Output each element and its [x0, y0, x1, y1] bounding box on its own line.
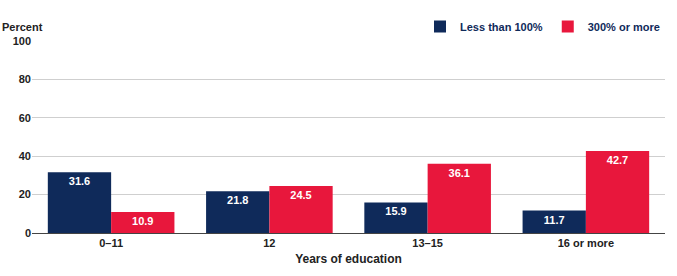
svg-text:Percent: Percent: [2, 21, 43, 33]
svg-text:42.7: 42.7: [607, 154, 628, 166]
svg-text:Less than 100%: Less than 100%: [460, 21, 543, 33]
svg-text:11.7: 11.7: [544, 214, 565, 226]
svg-text:24.5: 24.5: [290, 189, 311, 201]
svg-text:20: 20: [19, 188, 31, 200]
svg-text:100: 100: [13, 35, 31, 47]
svg-text:0: 0: [25, 227, 31, 239]
svg-text:21.8: 21.8: [227, 194, 248, 206]
svg-text:12: 12: [263, 237, 275, 249]
svg-text:16 or more: 16 or more: [558, 237, 614, 249]
svg-text:15.9: 15.9: [385, 205, 406, 217]
svg-text:36.1: 36.1: [449, 167, 470, 179]
svg-text:10.9: 10.9: [132, 215, 153, 227]
svg-text:60: 60: [19, 112, 31, 124]
svg-text:13–15: 13–15: [412, 237, 443, 249]
svg-text:300% or more: 300% or more: [588, 21, 660, 33]
svg-text:80: 80: [19, 73, 31, 85]
svg-text:31.6: 31.6: [69, 175, 90, 187]
svg-text:40: 40: [19, 150, 31, 162]
svg-text:Years of education: Years of education: [295, 252, 402, 266]
svg-text:0–11: 0–11: [99, 237, 123, 249]
